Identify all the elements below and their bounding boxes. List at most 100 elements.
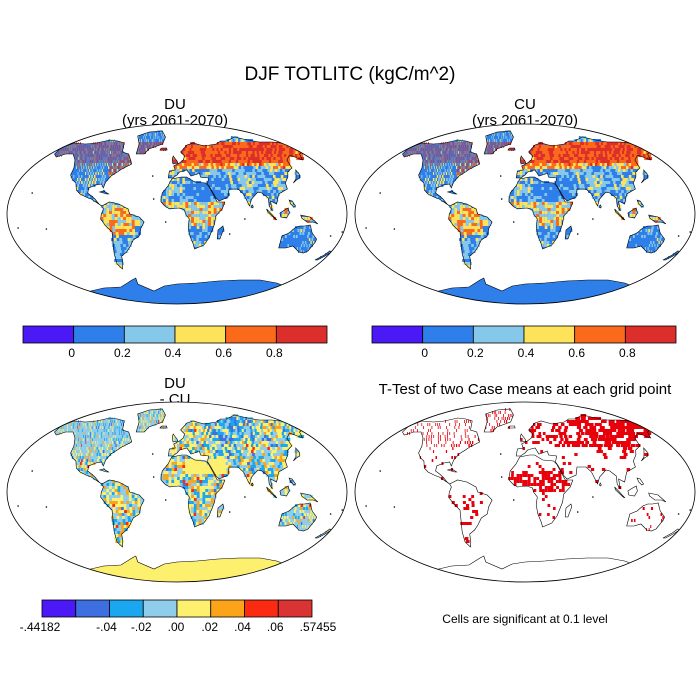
grid-cell bbox=[188, 199, 192, 202]
grid-cell bbox=[210, 145, 215, 148]
grid-cell bbox=[617, 169, 623, 172]
grid-cell bbox=[103, 429, 105, 432]
grid-cell bbox=[224, 148, 229, 151]
grid-cell bbox=[289, 480, 293, 483]
grid-cell bbox=[119, 259, 123, 262]
grid-cell bbox=[584, 157, 589, 160]
grid-cell bbox=[202, 151, 206, 154]
grid-cell bbox=[87, 438, 89, 441]
grid-cell bbox=[202, 217, 206, 220]
grid-cell bbox=[540, 154, 544, 157]
grid-cell bbox=[536, 211, 540, 214]
grid-cell bbox=[236, 187, 241, 190]
grid-cell bbox=[297, 507, 300, 510]
grid-cell bbox=[261, 456, 265, 459]
grid-cell bbox=[168, 196, 172, 199]
grid-cell bbox=[268, 462, 273, 465]
grid-cell bbox=[449, 184, 452, 187]
grid-cell bbox=[115, 157, 116, 160]
grid-cell bbox=[462, 211, 466, 214]
grid-cell bbox=[224, 196, 228, 199]
grid-cell bbox=[191, 444, 195, 447]
grid-cell bbox=[190, 187, 194, 190]
grid-cell bbox=[184, 160, 187, 163]
grid-cell bbox=[271, 471, 275, 474]
grid-cell bbox=[201, 163, 205, 166]
grid-cell bbox=[135, 507, 138, 510]
grid-cell bbox=[547, 199, 551, 202]
grid-cell bbox=[122, 241, 126, 244]
small-island bbox=[228, 233, 231, 235]
grid-cell bbox=[533, 211, 537, 214]
grid-cell bbox=[80, 462, 82, 465]
grid-cell bbox=[457, 223, 461, 226]
grid-cell bbox=[78, 441, 79, 444]
grid-cell bbox=[565, 160, 569, 163]
grid-cell bbox=[235, 151, 240, 154]
grid-cell bbox=[102, 172, 105, 175]
grid-cell bbox=[124, 157, 126, 160]
grid-cell bbox=[199, 157, 203, 160]
grid-cell bbox=[446, 178, 448, 181]
grid-cell bbox=[263, 450, 268, 453]
grid-cell bbox=[440, 154, 442, 157]
grid-cell bbox=[426, 190, 429, 193]
grid-cell bbox=[279, 450, 284, 453]
grid-cell bbox=[255, 184, 259, 187]
grid-cell bbox=[114, 163, 116, 166]
grid-cell bbox=[527, 187, 531, 190]
grid-cell bbox=[471, 214, 475, 217]
grid-cell bbox=[265, 184, 270, 187]
grid-cell bbox=[227, 459, 231, 462]
grid-cell bbox=[444, 154, 446, 157]
grid-cell bbox=[480, 226, 483, 229]
grid-cell bbox=[486, 136, 487, 139]
grid-cell bbox=[106, 495, 110, 498]
grid-cell bbox=[266, 465, 271, 468]
grid-cell bbox=[236, 157, 241, 160]
grid-cell bbox=[454, 214, 458, 217]
grid-cell bbox=[174, 483, 177, 486]
grid-cell bbox=[454, 226, 458, 229]
grid-cell bbox=[225, 441, 229, 444]
grid-cell bbox=[550, 205, 554, 208]
grid-cell bbox=[580, 157, 584, 160]
grid-cell bbox=[206, 166, 210, 169]
grid-cell bbox=[179, 199, 183, 202]
grid-cell bbox=[228, 444, 233, 447]
grid-cell bbox=[492, 139, 494, 142]
grid-cell bbox=[169, 453, 172, 456]
grid-cell bbox=[169, 181, 172, 184]
grid-cell bbox=[558, 196, 562, 199]
grid-cell bbox=[542, 151, 545, 154]
grid-cell bbox=[110, 139, 112, 142]
grid-cell bbox=[109, 441, 111, 444]
grid-cell bbox=[226, 151, 231, 154]
grid-cell bbox=[596, 181, 601, 184]
grid-cell bbox=[105, 444, 107, 447]
grid-cell bbox=[202, 477, 206, 480]
grid-cell bbox=[258, 166, 263, 169]
grid-cell bbox=[208, 208, 211, 211]
grid-cell bbox=[548, 160, 552, 163]
grid-cell bbox=[651, 244, 653, 247]
grid-cell bbox=[655, 235, 657, 238]
grid-cell bbox=[552, 235, 556, 238]
grid-cell bbox=[190, 513, 194, 516]
grid-cell bbox=[137, 217, 141, 220]
grid-cell bbox=[598, 187, 602, 190]
grid-cell bbox=[199, 190, 202, 193]
grid-cell bbox=[202, 504, 205, 507]
grid-cell bbox=[586, 157, 591, 160]
grid-cell bbox=[113, 528, 118, 531]
grid-cell bbox=[76, 465, 79, 468]
grid-cell bbox=[139, 142, 140, 145]
grid-cell bbox=[101, 438, 103, 441]
grid-cell bbox=[129, 510, 133, 513]
grid-cell bbox=[281, 450, 286, 453]
grid-cell bbox=[205, 486, 209, 489]
grid-cell bbox=[448, 178, 451, 181]
grid-cell bbox=[310, 519, 312, 522]
grid-cell bbox=[90, 151, 92, 154]
grid-cell bbox=[168, 474, 172, 477]
